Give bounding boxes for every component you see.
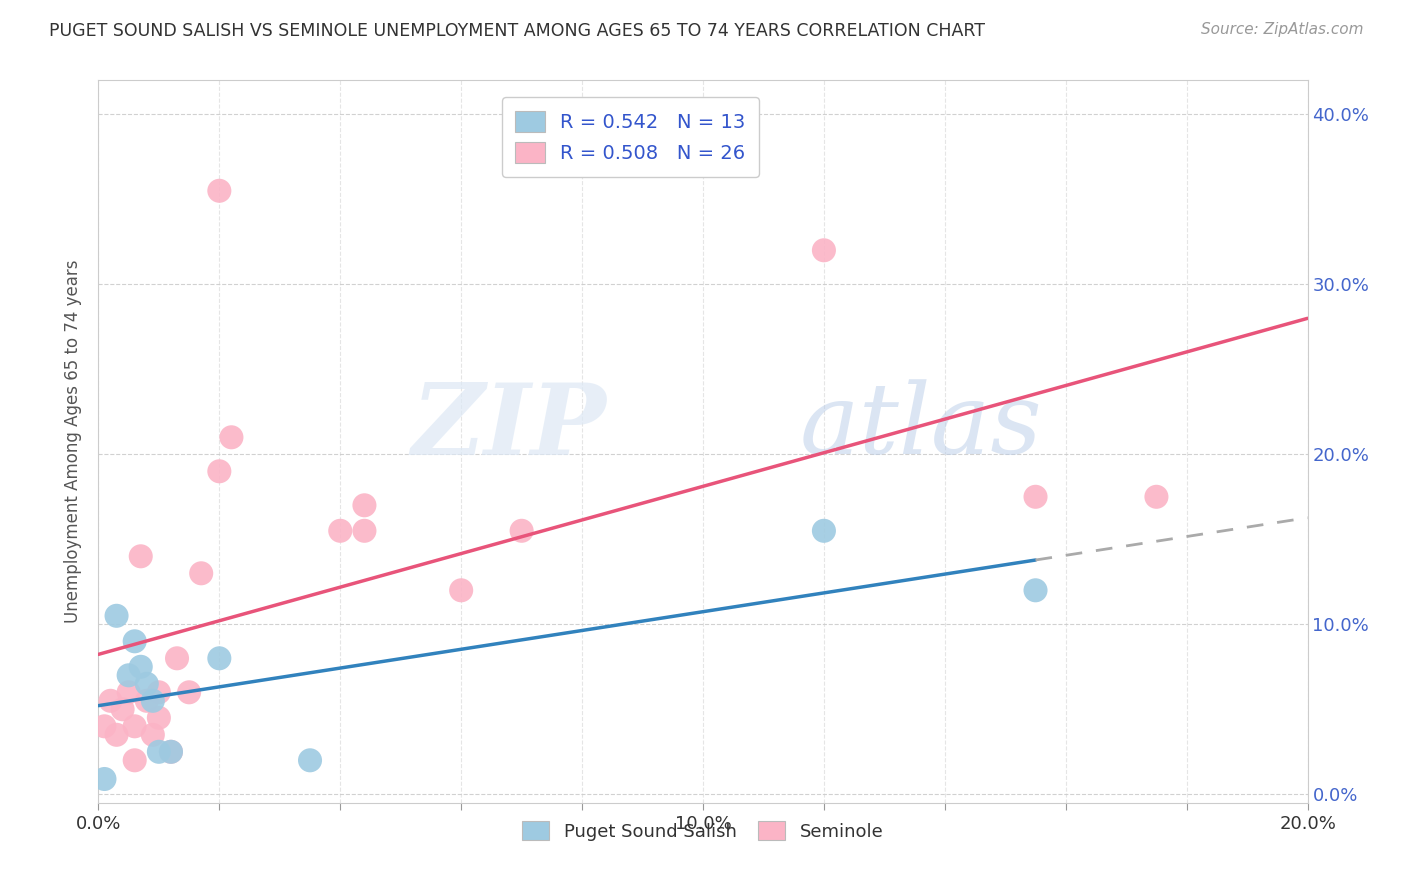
Point xyxy=(208,651,231,665)
Point xyxy=(166,651,188,665)
Legend: Puget Sound Salish, Seminole: Puget Sound Salish, Seminole xyxy=(515,814,891,848)
Point xyxy=(135,694,157,708)
Point xyxy=(135,677,157,691)
Text: atlas: atlas xyxy=(800,379,1042,475)
Point xyxy=(208,464,231,478)
Point xyxy=(208,184,231,198)
Point xyxy=(100,694,122,708)
Point xyxy=(111,702,134,716)
Point xyxy=(179,685,201,699)
Y-axis label: Unemployment Among Ages 65 to 74 years: Unemployment Among Ages 65 to 74 years xyxy=(65,260,83,624)
Point xyxy=(93,719,115,733)
Point xyxy=(129,660,152,674)
Point xyxy=(142,694,165,708)
Point xyxy=(105,728,128,742)
Point xyxy=(353,524,375,538)
Point xyxy=(148,685,170,699)
Point xyxy=(299,753,322,767)
Point xyxy=(1144,490,1167,504)
Point xyxy=(118,685,141,699)
Point xyxy=(105,608,128,623)
Point xyxy=(160,745,183,759)
Point xyxy=(148,711,170,725)
Point xyxy=(353,498,375,512)
Point xyxy=(118,668,141,682)
Point xyxy=(1024,583,1046,598)
Point xyxy=(221,430,243,444)
Point xyxy=(510,524,533,538)
Point xyxy=(813,524,835,538)
Text: PUGET SOUND SALISH VS SEMINOLE UNEMPLOYMENT AMONG AGES 65 TO 74 YEARS CORRELATIO: PUGET SOUND SALISH VS SEMINOLE UNEMPLOYM… xyxy=(49,22,986,40)
Point xyxy=(148,745,170,759)
Point xyxy=(129,549,152,564)
Point xyxy=(329,524,352,538)
Point xyxy=(190,566,212,581)
Point xyxy=(813,244,835,258)
Text: ZIP: ZIP xyxy=(412,379,606,475)
Point xyxy=(142,728,165,742)
Point xyxy=(1024,490,1046,504)
Point xyxy=(124,753,146,767)
Point xyxy=(160,745,183,759)
Point xyxy=(93,772,115,786)
Point xyxy=(450,583,472,598)
Text: Source: ZipAtlas.com: Source: ZipAtlas.com xyxy=(1201,22,1364,37)
Point xyxy=(124,634,146,648)
Point xyxy=(124,719,146,733)
